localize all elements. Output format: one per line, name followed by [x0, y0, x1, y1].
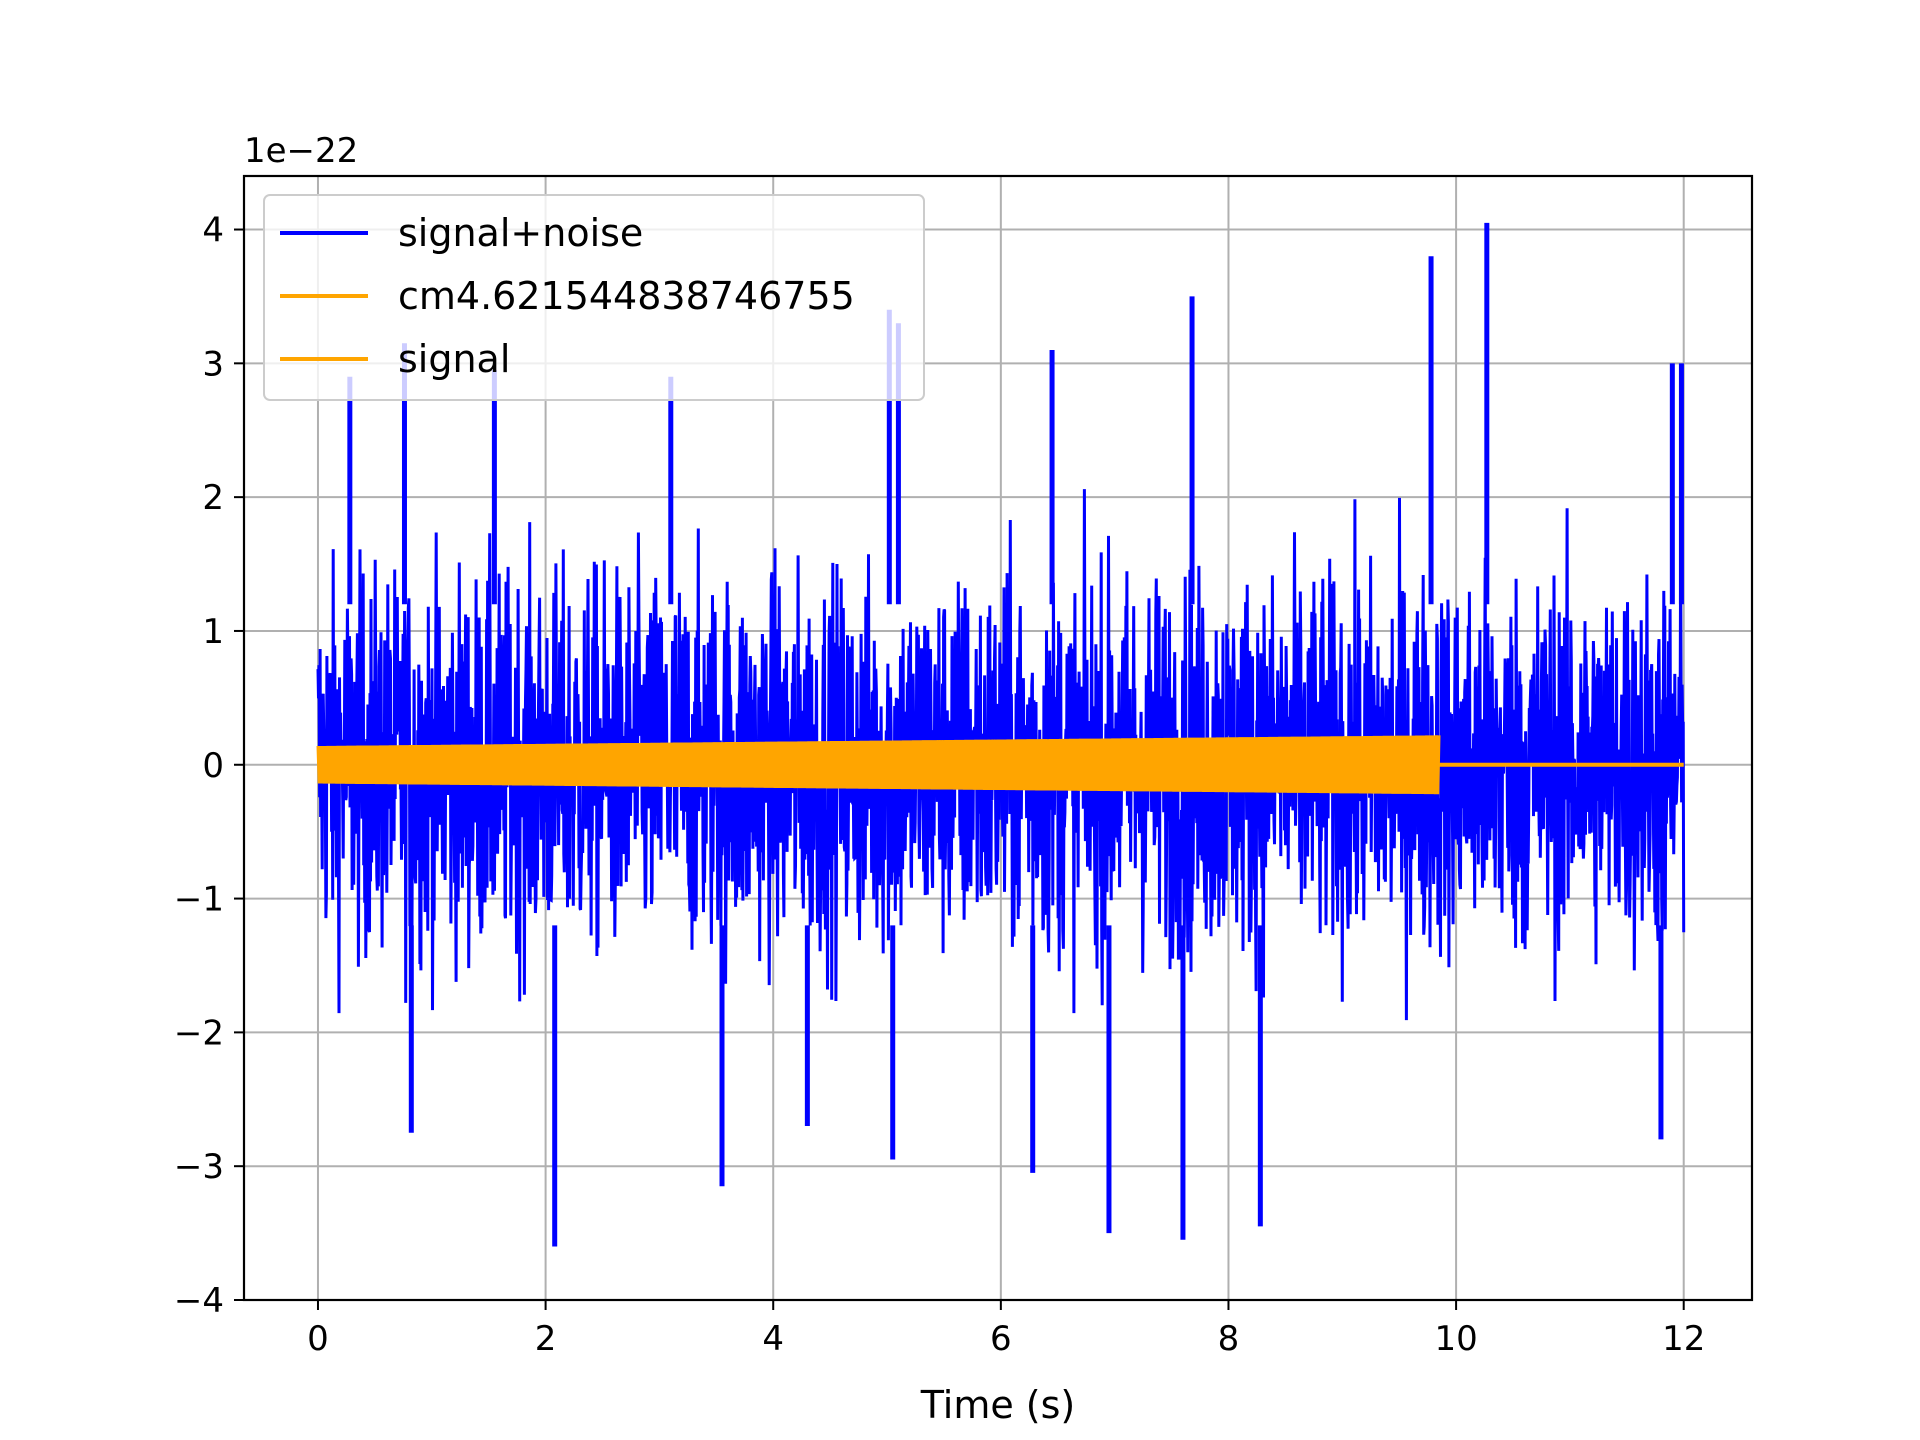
- x-tick-label: 6: [990, 1319, 1012, 1359]
- legend-box: [263, 194, 925, 401]
- x-tick-label: 8: [1218, 1319, 1240, 1359]
- x-tick-label: 2: [535, 1319, 557, 1359]
- axes-frame: [242, 174, 1754, 1302]
- y-tick-label: 4: [202, 211, 224, 251]
- y-tick-label: −1: [174, 880, 224, 920]
- y-tick-label: 3: [202, 344, 224, 384]
- legend: signal+noise cm4.621544838746755 signal: [263, 194, 925, 401]
- y-axis: −4 −3 −2 −1 0 1 2 3 4: [174, 211, 244, 1321]
- series-chirp-line: [316, 735, 1441, 795]
- y-tick-label: 0: [202, 746, 224, 786]
- y-tick-label: 1: [202, 612, 224, 652]
- y-offset-text: 1e−22: [244, 131, 358, 171]
- y-tick-label: −4: [174, 1281, 224, 1321]
- y-tick-label: −3: [174, 1147, 224, 1187]
- y-tick-label: −2: [174, 1013, 224, 1053]
- legend-label: signal+noise: [398, 211, 643, 255]
- legend-label: cm4.621544838746755: [398, 274, 855, 318]
- x-axis: 0 2 4 6 8 10 12: [307, 1300, 1705, 1359]
- legend-label: signal: [398, 337, 510, 381]
- x-tick-label: 0: [307, 1319, 329, 1359]
- x-tick-label: 10: [1434, 1319, 1477, 1359]
- x-axis-label: Time (s): [920, 1383, 1076, 1427]
- x-tick-label: 12: [1662, 1319, 1705, 1359]
- x-tick-label: 4: [762, 1319, 784, 1359]
- y-tick-label: 2: [202, 478, 224, 518]
